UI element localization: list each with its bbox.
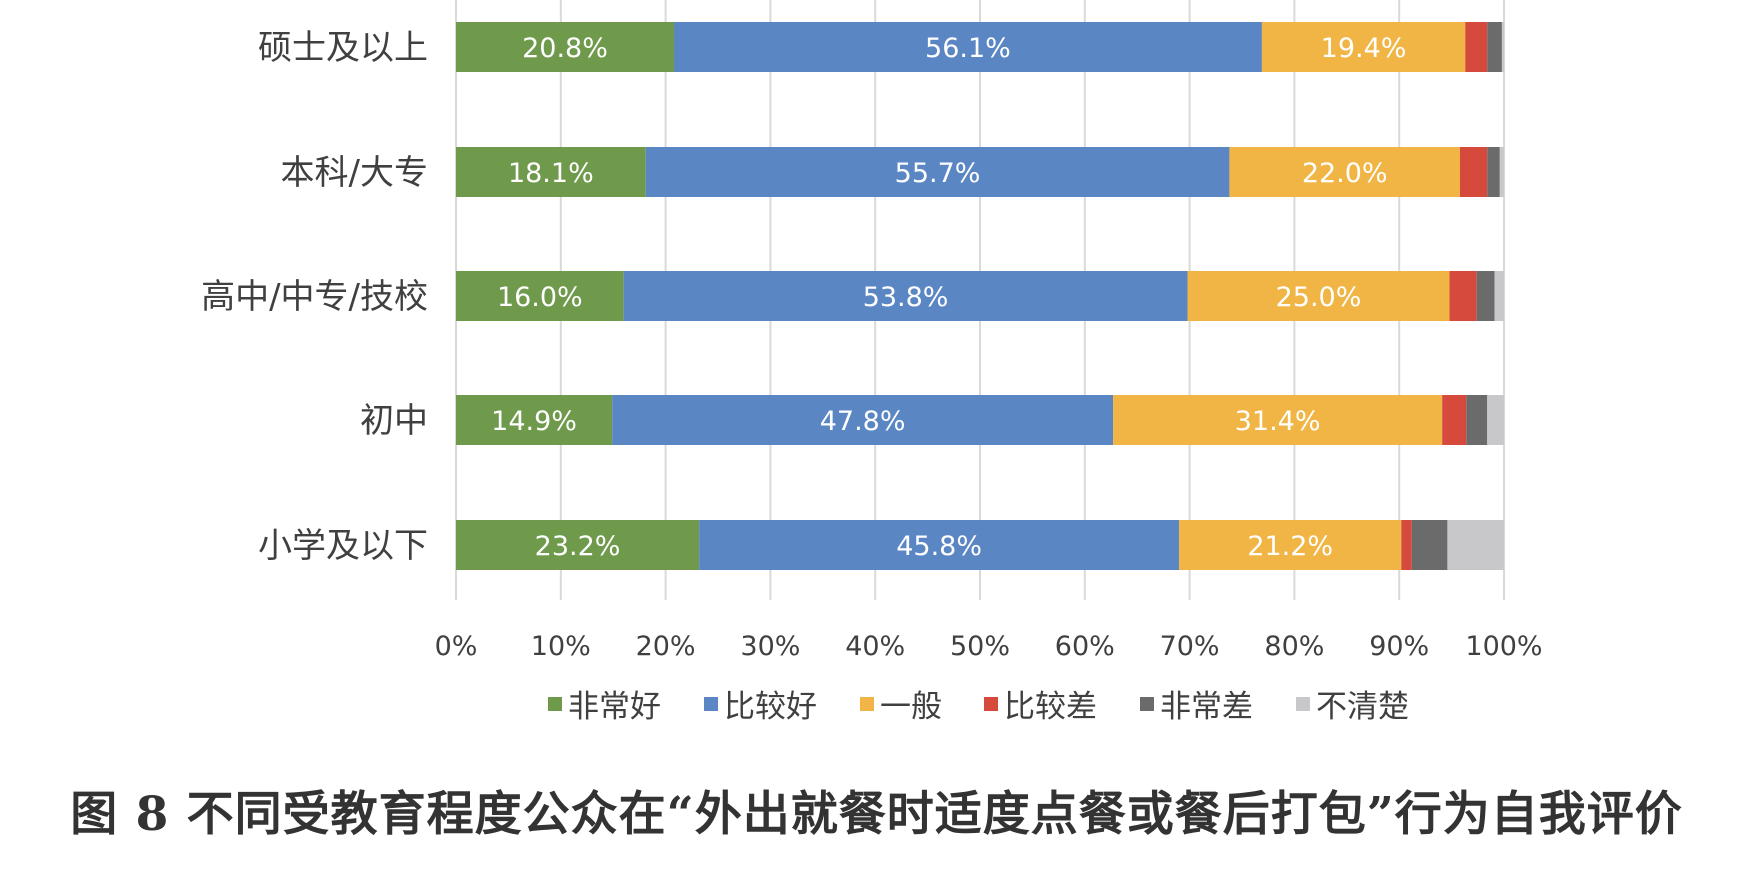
x-axis-ticks: 0% 10% 20% 30% 40% 50% 60% 70% 80% 90% 100% [435, 631, 1543, 662]
figure-caption: 图 8 不同受教育程度公众在“外出就餐时适度点餐或餐后打包”行为自我评价 [70, 787, 1683, 842]
category-label: 本科/大专 [281, 153, 428, 193]
bar-segment [456, 147, 646, 197]
bar-segment [1447, 520, 1504, 570]
data-label: 16.0% [497, 282, 583, 313]
bar-segment [1442, 395, 1467, 445]
bar-segment [1229, 147, 1460, 197]
bar-segment [1487, 147, 1500, 197]
data-label: 31.4% [1235, 406, 1321, 437]
bar-segment [1476, 271, 1495, 321]
bar-segment [1501, 22, 1504, 72]
data-label: 19.4% [1321, 33, 1407, 64]
data-label: 25.0% [1276, 282, 1362, 313]
legend-label: 比较差 [1004, 689, 1097, 725]
bar-segment [1179, 520, 1402, 570]
x-tick-label: 80% [1264, 631, 1324, 662]
bar-segment [612, 395, 1114, 445]
bar-segment [1487, 22, 1502, 72]
bar-segment [1494, 271, 1504, 321]
bar-segment [456, 22, 674, 72]
data-label: 53.8% [863, 282, 949, 313]
x-tick-label: 90% [1369, 631, 1429, 662]
legend-item: 非常好 [548, 689, 661, 725]
data-label: 56.1% [925, 33, 1011, 64]
legend-item: 比较差 [984, 689, 1097, 725]
legend-swatch [1140, 697, 1154, 711]
legend-item: 一般 [860, 689, 942, 725]
data-label: 55.7% [895, 158, 981, 189]
bar-segment [1465, 22, 1488, 72]
bar-segment [1411, 520, 1448, 570]
bar-segment [1449, 271, 1477, 321]
category-label: 初中 [360, 401, 428, 441]
data-label: 18.1% [508, 158, 594, 189]
legend-swatch [704, 697, 718, 711]
x-tick-label: 60% [1055, 631, 1115, 662]
legend-label: 非常好 [568, 689, 661, 725]
legend-swatch [984, 697, 998, 711]
data-label: 14.9% [491, 406, 577, 437]
legend-item: 不清楚 [1296, 689, 1409, 725]
bar-segment [1113, 395, 1443, 445]
legend-item: 非常差 [1140, 689, 1253, 725]
category-label: 高中/中专/技校 [201, 277, 428, 317]
bars: 20.8% 56.1% 19.4% 18.1% 55.7% 22.0% 16.0% 53.8%… [456, 22, 1504, 570]
legend-swatch [1296, 697, 1310, 711]
bar-segment [1459, 147, 1488, 197]
data-label: 23.2% [535, 531, 621, 562]
bar-segment [456, 395, 613, 445]
data-label: 47.8% [820, 406, 906, 437]
legend-label: 一般 [880, 689, 942, 725]
bar-segment [456, 271, 624, 321]
x-tick-label: 40% [845, 631, 905, 662]
x-tick-label: 10% [531, 631, 591, 662]
x-tick-label: 100% [1465, 631, 1542, 662]
legend-swatch [860, 697, 874, 711]
bar-segment [1466, 395, 1488, 445]
legend-swatch [548, 697, 562, 711]
legend-label: 非常差 [1160, 689, 1253, 725]
x-tick-label: 50% [950, 631, 1010, 662]
data-label: 21.2% [1247, 531, 1333, 562]
legend-label: 不清楚 [1316, 689, 1409, 725]
bar-segment [673, 22, 1262, 72]
bar-segment [1401, 520, 1412, 570]
legend: 非常好 比较好 一般 比较差 非常差 不清楚 [548, 689, 1409, 725]
x-tick-label: 0% [435, 631, 478, 662]
x-tick-label: 30% [740, 631, 800, 662]
data-label: 45.8% [896, 531, 982, 562]
data-label: 20.8% [522, 33, 608, 64]
bar-segment [1187, 271, 1450, 321]
x-tick-label: 70% [1160, 631, 1220, 662]
bar-segment [645, 147, 1230, 197]
bar-segment [456, 520, 700, 570]
x-tick-label: 20% [636, 631, 696, 662]
category-label: 小学及以下 [258, 526, 428, 566]
bar-segment [1261, 22, 1466, 72]
bar-segment [623, 271, 1188, 321]
data-label: 22.0% [1302, 158, 1388, 189]
legend-item: 比较好 [704, 689, 817, 725]
bar-segment [1487, 395, 1504, 445]
category-label: 硕士及以上 [258, 28, 428, 68]
legend-label: 比较好 [724, 689, 817, 725]
bar-segment [1499, 147, 1504, 197]
bar-segment [699, 520, 1180, 570]
